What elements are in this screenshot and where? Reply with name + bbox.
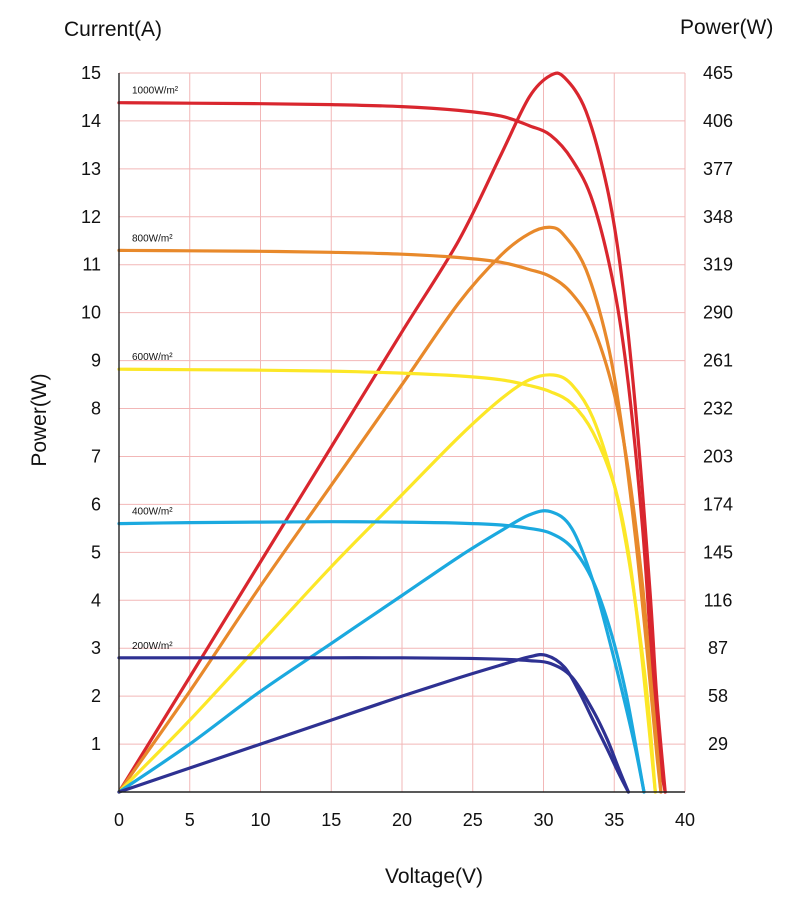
- iv-curve-1000w: [117, 101, 667, 794]
- y-right-title: Power(W): [680, 16, 773, 39]
- y-right-tick-label: 87: [708, 638, 728, 658]
- y-left-tick-label: 10: [81, 303, 101, 323]
- series-label-400w: 400W/m²: [132, 507, 173, 518]
- y-left-side-label: Power(W): [28, 373, 51, 466]
- y-left-tick-label: 3: [91, 638, 101, 658]
- y-right-tick-label: 232: [703, 399, 733, 419]
- x-axis-title: Voltage(V): [385, 865, 483, 888]
- y-right-tick-label: 261: [703, 351, 733, 371]
- iv-curve-400w: [117, 520, 646, 794]
- series-layer: [117, 71, 667, 794]
- y-left-tick-label: 5: [91, 542, 101, 562]
- series-label-800w: 800W/m²: [132, 233, 173, 244]
- y-left-tick-label: 4: [91, 590, 101, 610]
- y-left-tick-label: 13: [81, 159, 101, 179]
- axes: [118, 73, 685, 793]
- y-right-tick-label: 465: [703, 63, 733, 83]
- tick-labels: 0 5 10 15 20 25 30 35 40123456789101112131415295…: [81, 63, 733, 830]
- y-right-tick-label: 290: [703, 303, 733, 323]
- series-label-200w: 200W/m²: [132, 641, 173, 652]
- y-right-tick-label: 58: [708, 686, 728, 706]
- y-left-tick-label: 2: [91, 686, 101, 706]
- x-tick-label: 30: [533, 810, 553, 830]
- iv-curve-800w: [117, 248, 663, 794]
- y-right-tick-label: 319: [703, 255, 733, 275]
- y-left-tick-label: 12: [81, 207, 101, 227]
- y-left-tick-label: 6: [91, 494, 101, 514]
- x-tick-label: 5: [185, 810, 195, 830]
- y-left-title: Current(A): [64, 18, 162, 41]
- y-right-tick-label: 406: [703, 111, 733, 131]
- y-left-tick-label: 8: [91, 399, 101, 419]
- iv-curve-600w: [117, 367, 657, 794]
- x-tick-label: 0: [114, 810, 124, 830]
- iv-curve-200w: [117, 656, 630, 794]
- power-curve-400w: [117, 509, 646, 794]
- y-left-tick-label: 9: [91, 351, 101, 371]
- x-tick-label: 35: [604, 810, 624, 830]
- y-right-tick-label: 145: [703, 542, 733, 562]
- x-tick-label: 20: [392, 810, 412, 830]
- power-curve-800w: [117, 225, 663, 794]
- x-tick-label: 15: [321, 810, 341, 830]
- x-tick-label: 10: [250, 810, 270, 830]
- y-right-tick-label: 29: [708, 734, 728, 754]
- series-labels: 1000W/m² 800W/m² 600W/m² 400W/m² 200W/m²: [132, 86, 179, 652]
- y-right-tick-label: 348: [703, 207, 733, 227]
- x-tick-label: 40: [675, 810, 695, 830]
- x-tick-label: 25: [463, 810, 483, 830]
- y-right-tick-label: 377: [703, 159, 733, 179]
- series-label-1000w: 1000W/m²: [132, 86, 179, 97]
- y-left-tick-label: 7: [91, 446, 101, 466]
- y-right-tick-label: 203: [703, 446, 733, 466]
- series-label-600w: 600W/m²: [132, 352, 173, 363]
- y-left-tick-label: 11: [82, 255, 101, 275]
- y-left-tick-label: 14: [81, 111, 101, 131]
- y-left-tick-label: 1: [91, 734, 101, 754]
- y-right-tick-label: 174: [703, 494, 733, 514]
- y-right-tick-label: 116: [704, 590, 733, 610]
- power-curve-600w: [117, 373, 657, 794]
- y-left-tick-label: 15: [81, 63, 101, 83]
- power-curve-200w: [117, 653, 630, 794]
